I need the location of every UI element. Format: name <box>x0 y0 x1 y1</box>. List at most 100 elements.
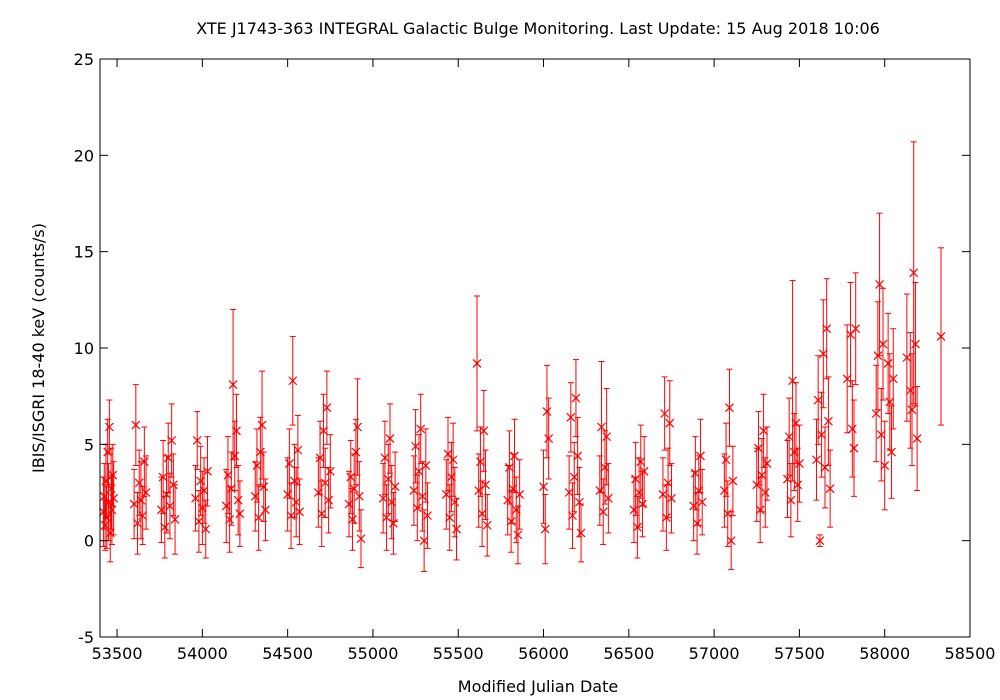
point-marker <box>322 403 332 413</box>
point-marker <box>887 447 896 457</box>
data-point <box>818 299 828 409</box>
data-point <box>255 416 265 488</box>
data-point <box>812 418 821 501</box>
data-point <box>568 482 577 549</box>
point-marker <box>794 459 804 469</box>
point-marker <box>315 453 325 463</box>
x-tick-label: 53500 <box>92 644 143 663</box>
point-marker <box>788 376 798 386</box>
point-marker <box>288 376 298 386</box>
point-marker <box>825 484 835 494</box>
data-point <box>639 436 649 507</box>
data-point <box>348 488 357 551</box>
data-point <box>196 445 206 517</box>
point-marker <box>423 511 432 521</box>
point-marker <box>629 505 639 515</box>
point-marker <box>390 482 400 492</box>
point-marker <box>136 495 146 505</box>
data-point <box>160 495 170 559</box>
point-marker <box>875 279 885 289</box>
point-marker <box>595 486 605 495</box>
point-marker <box>324 495 334 505</box>
data-point <box>719 453 729 528</box>
data-point <box>320 447 330 519</box>
point-marker <box>351 447 361 457</box>
point-marker <box>726 536 736 546</box>
data-point <box>221 468 231 544</box>
point-marker <box>571 393 581 403</box>
point-marker <box>167 436 177 445</box>
point-marker <box>822 324 832 334</box>
point-marker <box>419 536 429 546</box>
point-marker <box>477 509 487 519</box>
point-marker <box>348 515 357 524</box>
data-point <box>354 461 364 532</box>
point-marker <box>134 478 144 488</box>
point-marker <box>226 484 236 494</box>
data-point <box>232 393 241 468</box>
point-marker <box>203 466 212 476</box>
data-point <box>598 478 608 546</box>
data-point <box>325 434 335 509</box>
point-marker <box>694 486 704 495</box>
data-point <box>353 378 363 476</box>
point-marker <box>409 486 419 495</box>
point-marker <box>568 511 577 521</box>
data-point <box>380 420 390 495</box>
point-marker <box>719 486 729 495</box>
point-marker <box>660 409 670 418</box>
data-point <box>313 457 323 528</box>
data-point <box>504 430 514 505</box>
point-marker <box>196 476 206 486</box>
data-point <box>823 376 833 467</box>
data-point <box>421 428 431 503</box>
data-point <box>847 380 857 478</box>
point-marker <box>907 405 917 415</box>
point-marker <box>757 470 767 480</box>
point-marker <box>290 476 299 486</box>
point-marker <box>754 443 763 453</box>
point-marker <box>255 447 265 457</box>
data-point <box>762 426 772 501</box>
point-marker <box>385 434 395 443</box>
data-point <box>851 272 861 386</box>
point-marker <box>728 476 738 486</box>
point-marker <box>474 486 484 495</box>
data-point <box>192 411 202 470</box>
point-marker <box>356 534 366 544</box>
point-marker <box>638 499 647 509</box>
data-point <box>104 399 114 455</box>
x-tick-label: 56000 <box>518 644 569 663</box>
x-tick-label: 57500 <box>774 644 825 663</box>
data-point <box>511 476 521 544</box>
data-point <box>103 418 113 486</box>
point-marker <box>936 332 946 341</box>
point-marker <box>283 490 293 499</box>
data-point <box>905 332 915 449</box>
plot-frame <box>99 58 971 638</box>
point-marker <box>598 507 608 517</box>
point-marker <box>569 472 579 482</box>
point-marker <box>667 493 676 503</box>
point-marker <box>508 484 518 494</box>
point-marker <box>232 426 241 436</box>
point-marker <box>479 426 489 436</box>
data-point <box>167 403 177 478</box>
point-marker <box>696 451 705 461</box>
point-marker <box>544 434 554 443</box>
point-marker <box>721 455 731 465</box>
data-point <box>288 335 298 426</box>
point-marker <box>883 358 893 368</box>
point-marker <box>876 430 886 440</box>
y-tick-label: 15 <box>74 243 94 262</box>
point-marker <box>192 436 202 445</box>
data-point <box>510 418 519 493</box>
data-point <box>576 503 586 563</box>
data-point <box>665 380 675 467</box>
point-marker <box>250 491 260 501</box>
point-marker <box>482 520 492 530</box>
data-marks <box>98 141 946 572</box>
point-marker <box>755 505 765 515</box>
data-point <box>191 465 200 532</box>
point-marker <box>261 505 270 515</box>
